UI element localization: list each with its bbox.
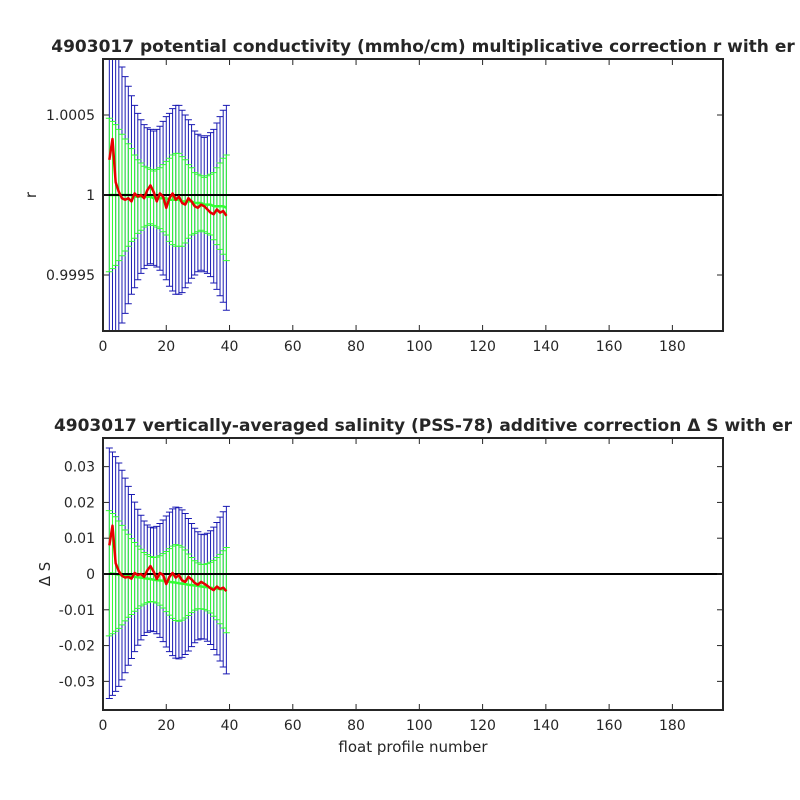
x-tick-label: 0 bbox=[99, 718, 108, 734]
y-tick-label: 0.9995 bbox=[46, 268, 95, 284]
x-tick-label: 40 bbox=[221, 339, 239, 355]
x-tick-label: 120 bbox=[469, 339, 496, 355]
x-tick-label: 20 bbox=[157, 339, 175, 355]
x-tick-label: 40 bbox=[221, 718, 239, 734]
x-tick-label: 60 bbox=[284, 339, 302, 355]
y-tick-label: 0.03 bbox=[64, 460, 95, 476]
y-tick-label: 0.02 bbox=[64, 495, 95, 511]
plot-panel-2: 0 20 40 60 80 100 120 140 160 180 -0.03 -0.02 -0.01 0… bbox=[36, 416, 793, 756]
x-tick-label: 180 bbox=[659, 718, 686, 734]
correction-line bbox=[108, 137, 228, 217]
x-tick-label: 160 bbox=[596, 718, 623, 734]
x-tick-label: 140 bbox=[532, 718, 559, 734]
y-tick-label: 0 bbox=[86, 567, 95, 583]
y-tick-label: -0.01 bbox=[59, 603, 95, 619]
x-tick-label: 120 bbox=[469, 718, 496, 734]
plot-panel-1: 0 20 40 60 80 100 120 140 160 180 0.9995 1 1.0005 490… bbox=[22, 37, 795, 355]
y-tick-label: 1 bbox=[86, 188, 95, 204]
x-tick-label: 80 bbox=[347, 718, 365, 734]
y-axis-label: Δ S bbox=[36, 562, 54, 587]
x-tick-label: 0 bbox=[99, 339, 108, 355]
x-tick-label: 60 bbox=[284, 718, 302, 734]
x-tick-label: 160 bbox=[596, 339, 623, 355]
x-tick-label: 20 bbox=[157, 718, 175, 734]
x-tick-label: 140 bbox=[532, 339, 559, 355]
plot-data bbox=[103, 59, 723, 331]
y-tick-label: -0.03 bbox=[59, 674, 95, 690]
x-axis-label: float profile number bbox=[338, 738, 488, 756]
y-tick-label: -0.02 bbox=[59, 639, 95, 655]
y-axis-label: r bbox=[22, 191, 40, 198]
x-tick-label: 100 bbox=[406, 718, 433, 734]
x-tick-label: 180 bbox=[659, 339, 686, 355]
chart-title: 4903017 potential conductivity (mmho/cm)… bbox=[51, 37, 795, 57]
x-tick-label: 100 bbox=[406, 339, 433, 355]
plot-data bbox=[103, 447, 723, 700]
x-tick-label: 80 bbox=[347, 339, 365, 355]
y-tick-label: 0.01 bbox=[64, 531, 95, 547]
chart-title: 4903017 vertically-averaged salinity (PS… bbox=[54, 416, 793, 436]
correction-line bbox=[108, 524, 228, 593]
y-tick-label: 1.0005 bbox=[46, 108, 95, 124]
